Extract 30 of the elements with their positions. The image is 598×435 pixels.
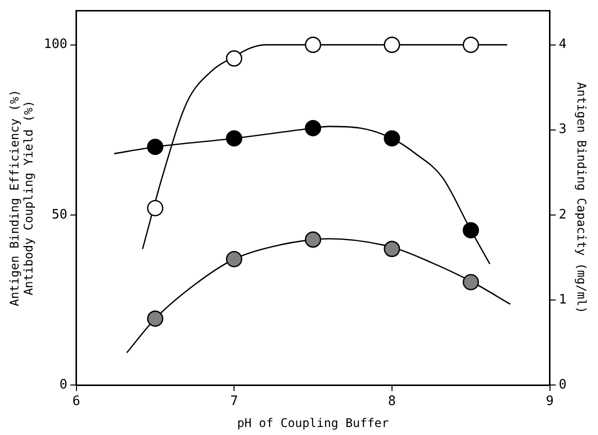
- y-tick-label: 0: [59, 377, 68, 392]
- x-tick-label: 8: [388, 394, 396, 410]
- point: [462, 274, 480, 290]
- point: [462, 36, 480, 53]
- y-tick-label: 50: [52, 207, 68, 222]
- point: [226, 250, 242, 268]
- point: [384, 240, 400, 258]
- point: [304, 120, 322, 136]
- y2-axis-title: Antigen Binding Capacity (mg/ml): [574, 82, 589, 314]
- point: [384, 36, 400, 53]
- point: [147, 310, 164, 327]
- point: [304, 36, 322, 53]
- x-tick-label: 7: [230, 394, 238, 410]
- y2-tick-label: 1: [558, 292, 567, 308]
- y2-tick-label: 0: [558, 377, 567, 392]
- point: [384, 130, 400, 147]
- point: [226, 50, 242, 67]
- point: [462, 222, 480, 238]
- y2-tick-label: 4: [558, 37, 567, 52]
- y2-tick-label: 2: [558, 207, 567, 222]
- point: [147, 138, 164, 156]
- y2-tick-label: 3: [558, 122, 567, 138]
- y-tick-label: 100: [44, 37, 68, 52]
- x-tick-label: 6: [72, 394, 80, 410]
- point: [226, 130, 242, 147]
- y-axis-title: Antigen Binding Efficiency (%) Antibody Coupling Yield (%): [7, 90, 36, 306]
- point: [304, 231, 322, 248]
- x-axis-title: pH of Coupling Buffer: [237, 416, 389, 430]
- point: [147, 200, 164, 216]
- x-tick-label: 9: [546, 394, 554, 410]
